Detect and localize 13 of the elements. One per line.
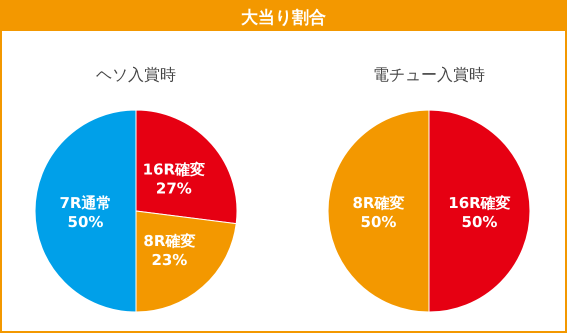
data-label: 50% — [462, 213, 498, 231]
slice-label: 16R確変 — [142, 160, 206, 179]
chart-subtitle: 電チュー入賞時 — [373, 65, 485, 84]
slice-label: 8R確変 — [352, 194, 404, 212]
text: 大当り割合 — [241, 8, 326, 28]
data-label: 50% — [360, 213, 396, 231]
slice-label: 8R確変 — [143, 232, 196, 250]
data-label: 27% — [156, 180, 192, 198]
slice-label: 16R確変 — [448, 194, 511, 212]
slice-label: 7R通常 — [60, 194, 112, 212]
chart-subtitle: ヘソ入賞時 — [96, 65, 176, 84]
data-label: 50% — [68, 213, 104, 231]
data-label: 23% — [151, 250, 188, 269]
